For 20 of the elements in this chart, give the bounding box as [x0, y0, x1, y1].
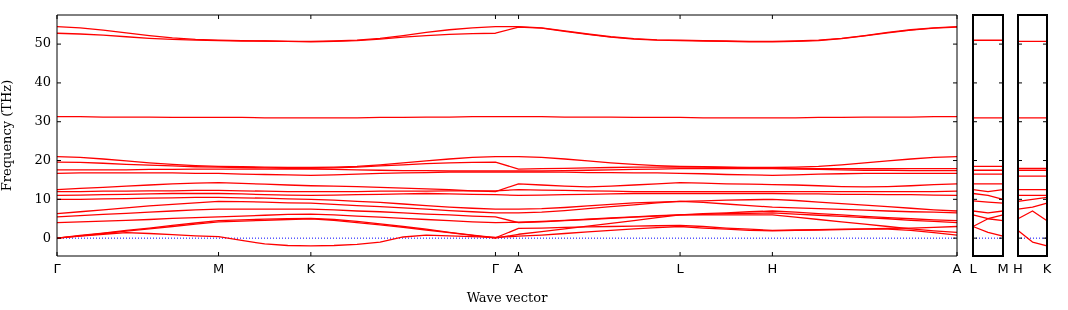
x-axis-title: Wave vector	[466, 289, 549, 305]
y-tick-label: 50	[34, 35, 51, 51]
x-tick-label: H	[767, 261, 778, 277]
x-tick-label: M	[212, 261, 225, 277]
x-tick-label: L	[969, 261, 978, 277]
y-axis-title: Frequency (THz)	[0, 79, 15, 192]
x-tick-label: K	[306, 261, 316, 277]
y-tick-label: 20	[34, 151, 51, 167]
y-tick-label: 10	[34, 190, 51, 206]
y-tick-label: 40	[34, 74, 51, 90]
y-tick-label: 30	[34, 113, 51, 129]
y-tick-label: 0	[42, 229, 51, 245]
x-tick-label: A	[952, 261, 962, 277]
x-tick-label: K	[1042, 261, 1052, 277]
x-tick-label: H	[1013, 261, 1023, 277]
x-tick-label: L	[676, 261, 685, 277]
x-tick-label: Γ	[53, 261, 62, 277]
x-tick-label: Γ	[491, 261, 500, 277]
x-tick-label: M	[997, 261, 1009, 277]
x-tick-label: A	[514, 261, 524, 277]
